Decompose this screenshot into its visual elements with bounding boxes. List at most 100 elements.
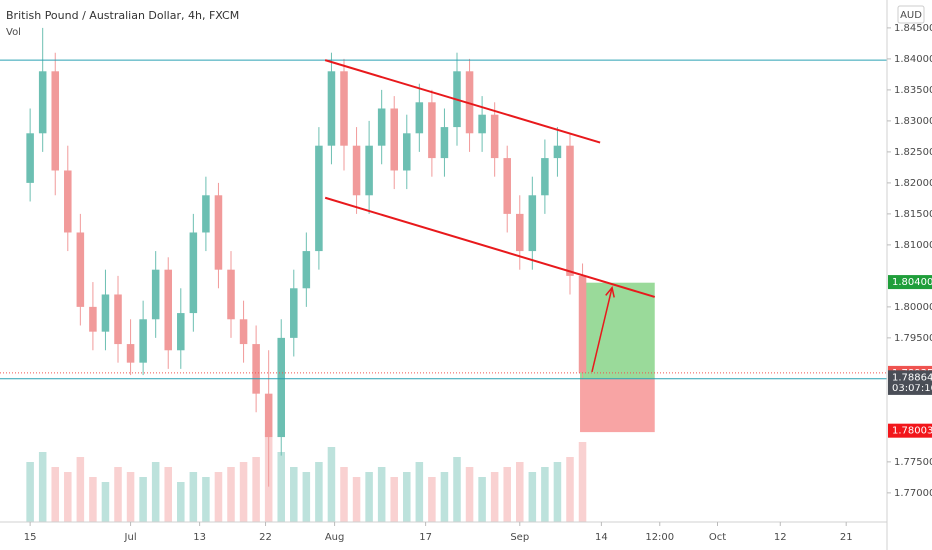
arrow-head (605, 285, 615, 298)
volume-label: Vol (6, 27, 21, 38)
volume-bar (76, 457, 85, 522)
x-tick-label: 14 (595, 532, 608, 543)
volume-bar (566, 457, 574, 522)
volume-bar (64, 472, 72, 522)
candle-body (164, 269, 173, 351)
candle-body (277, 337, 285, 438)
volume-bar (290, 467, 298, 522)
candle-body (139, 319, 147, 363)
candle-body (415, 102, 424, 134)
volume-bar (377, 467, 386, 522)
volume-bar (503, 467, 511, 522)
volume-bar (352, 477, 361, 522)
currency-box[interactable] (897, 5, 925, 24)
volume-bar (478, 477, 486, 522)
candle-body (38, 71, 47, 134)
volume-bar (453, 457, 461, 522)
countdown: 03:07:16 (892, 383, 932, 394)
volume-bar (340, 467, 348, 522)
candle-body (51, 71, 60, 171)
volume-bar (214, 472, 223, 522)
volume-bar (440, 472, 449, 522)
candle-body (365, 145, 373, 196)
candle-body (227, 269, 235, 320)
volume-bar (302, 472, 311, 522)
volume-bar (227, 467, 235, 522)
candle-body (566, 145, 574, 276)
plot (0, 27, 887, 522)
price-label-box (888, 370, 932, 385)
volume-bar (252, 457, 260, 522)
candle-body (151, 269, 160, 320)
candle-body (578, 275, 587, 373)
x-tick-label: Sep (510, 532, 529, 543)
volume-bar (578, 442, 587, 522)
candle-body (114, 294, 122, 345)
volume-bar (490, 472, 499, 522)
candle-body (528, 195, 537, 252)
candle-body (214, 195, 223, 270)
volume-bar (315, 462, 323, 522)
volume-bar (553, 462, 562, 522)
candle-body (189, 232, 198, 314)
x-tick-label: 21 (840, 532, 853, 543)
price-label: 1.78003 (892, 426, 932, 437)
candle-body (478, 114, 486, 134)
candle-body (390, 108, 398, 171)
arrow-shaft (591, 287, 613, 373)
candle-body (553, 145, 562, 159)
x-tick-label: 17 (419, 532, 432, 543)
stop-zone (580, 378, 655, 433)
volume-bar (516, 462, 524, 522)
currency[interactable]: AUD (900, 10, 922, 21)
volume-bar (390, 477, 398, 522)
candle-body (340, 71, 348, 146)
volume-bar (139, 477, 147, 522)
candle-body (503, 158, 511, 214)
candle-body (239, 319, 248, 345)
x-tick-label: 12 (774, 532, 787, 543)
volume-bar (89, 477, 97, 522)
x-tick-label: Aug (325, 532, 345, 543)
y-tick-label: 1.83500 (894, 85, 932, 96)
volume-bar (327, 447, 336, 522)
candle-body (64, 170, 72, 233)
volume-bar (164, 467, 173, 522)
volume-bar (101, 482, 110, 522)
x-tick-label: Jul (124, 532, 137, 543)
trend-line (324, 196, 656, 298)
candle-body (177, 313, 185, 351)
candle-body (327, 71, 336, 146)
y-tick-label: 1.81500 (894, 209, 932, 220)
target-zone (580, 282, 655, 379)
volume-bar (114, 467, 122, 522)
candle-body (440, 127, 449, 159)
chart-title: British Pound / Australian Dollar, 4h, F… (6, 9, 239, 22)
candle-body (352, 145, 361, 196)
y-tick-label: 1.81000 (894, 240, 932, 251)
y-tick-label: 1.84000 (894, 54, 932, 65)
volume-bar (177, 482, 185, 522)
volume-bar (415, 462, 424, 522)
trend-line (324, 59, 601, 144)
volume-bar (239, 462, 248, 522)
price-label: 1.78864 (892, 372, 932, 383)
candle-body (403, 133, 411, 171)
volume-bar (202, 477, 210, 522)
volume-bar (26, 462, 34, 522)
candle-body (490, 114, 499, 159)
price-label-box (888, 275, 932, 290)
countdown-box (888, 380, 932, 395)
volume-bar (189, 472, 198, 522)
volume-bar (528, 472, 537, 522)
candle-body (26, 133, 34, 183)
y-tick-label: 1.79500 (894, 333, 932, 344)
candle-body (264, 393, 273, 438)
candle-body (315, 145, 323, 252)
y-tick-label: 1.77000 (894, 488, 932, 499)
candle-body (76, 232, 85, 307)
candle-body (377, 108, 386, 146)
candle-body (89, 306, 97, 332)
volume-bar (277, 452, 285, 522)
